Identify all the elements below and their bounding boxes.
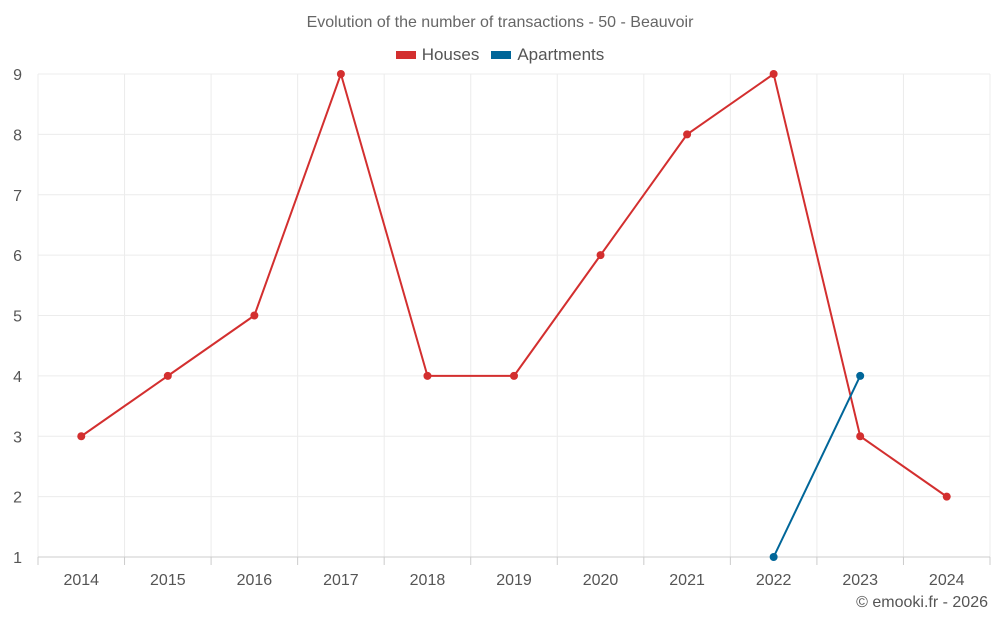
data-point-houses[interactable] bbox=[510, 371, 518, 380]
legend-item-apartments[interactable]: Apartments bbox=[491, 45, 604, 65]
y-tick-label: 9 bbox=[13, 67, 22, 84]
legend-item-houses[interactable]: Houses bbox=[395, 45, 480, 65]
data-point-houses[interactable] bbox=[856, 432, 865, 441]
x-tick-label: 2018 bbox=[410, 572, 446, 589]
y-tick-label: 8 bbox=[13, 127, 22, 144]
legend-label-apartments: Apartments bbox=[517, 45, 605, 64]
data-point-houses[interactable] bbox=[683, 130, 692, 139]
legend-swatch-houses bbox=[395, 51, 416, 59]
series-line-apartments bbox=[772, 375, 862, 558]
x-tick-label: 2016 bbox=[237, 572, 273, 589]
copyright-credit: © emooki.fr - 2026 bbox=[856, 594, 988, 611]
data-point-apartments[interactable] bbox=[769, 553, 778, 561]
y-tick-label: 1 bbox=[13, 550, 22, 567]
axis-layer: 1 2 3 4 5 6 7 8 9 2014 2015 2016 2017 2018 2019 2020 202… bbox=[13, 67, 991, 589]
data-point-houses[interactable] bbox=[77, 432, 86, 441]
x-tick-label: 2021 bbox=[669, 572, 705, 589]
x-tick-label: 2017 bbox=[323, 572, 359, 589]
x-tick-label: 2023 bbox=[842, 572, 878, 589]
y-tick-label: 7 bbox=[13, 188, 22, 205]
legend-label-houses: Houses bbox=[421, 45, 480, 64]
y-tick-label: 2 bbox=[13, 490, 22, 507]
x-tick-label: 2015 bbox=[150, 572, 186, 589]
x-tick-label: 2024 bbox=[929, 572, 965, 589]
data-point-houses[interactable] bbox=[250, 311, 259, 320]
data-point-houses[interactable] bbox=[769, 70, 778, 78]
x-tick-label: 2014 bbox=[63, 572, 99, 589]
series-layer bbox=[77, 70, 951, 561]
data-point-apartments[interactable] bbox=[856, 371, 865, 380]
y-tick-label: 4 bbox=[13, 369, 22, 386]
chart-title: Evolution of the number of transactions … bbox=[306, 14, 694, 31]
y-tick-label: 5 bbox=[13, 309, 22, 326]
legend-swatch-apartments bbox=[491, 51, 512, 59]
y-tick-label: 6 bbox=[13, 248, 22, 265]
data-point-houses[interactable] bbox=[336, 70, 345, 78]
x-tick-label: 2020 bbox=[583, 572, 619, 589]
chart-legend: Houses Apartments bbox=[0, 45, 1000, 65]
data-point-houses[interactable] bbox=[942, 492, 951, 501]
data-point-houses[interactable] bbox=[163, 371, 172, 380]
grid-layer bbox=[37, 73, 991, 557]
y-tick-label: 3 bbox=[13, 429, 22, 446]
x-tick-label: 2019 bbox=[496, 572, 532, 589]
data-point-houses[interactable] bbox=[423, 371, 432, 380]
data-point-houses[interactable] bbox=[596, 251, 605, 260]
x-tick-label: 2022 bbox=[756, 572, 792, 589]
